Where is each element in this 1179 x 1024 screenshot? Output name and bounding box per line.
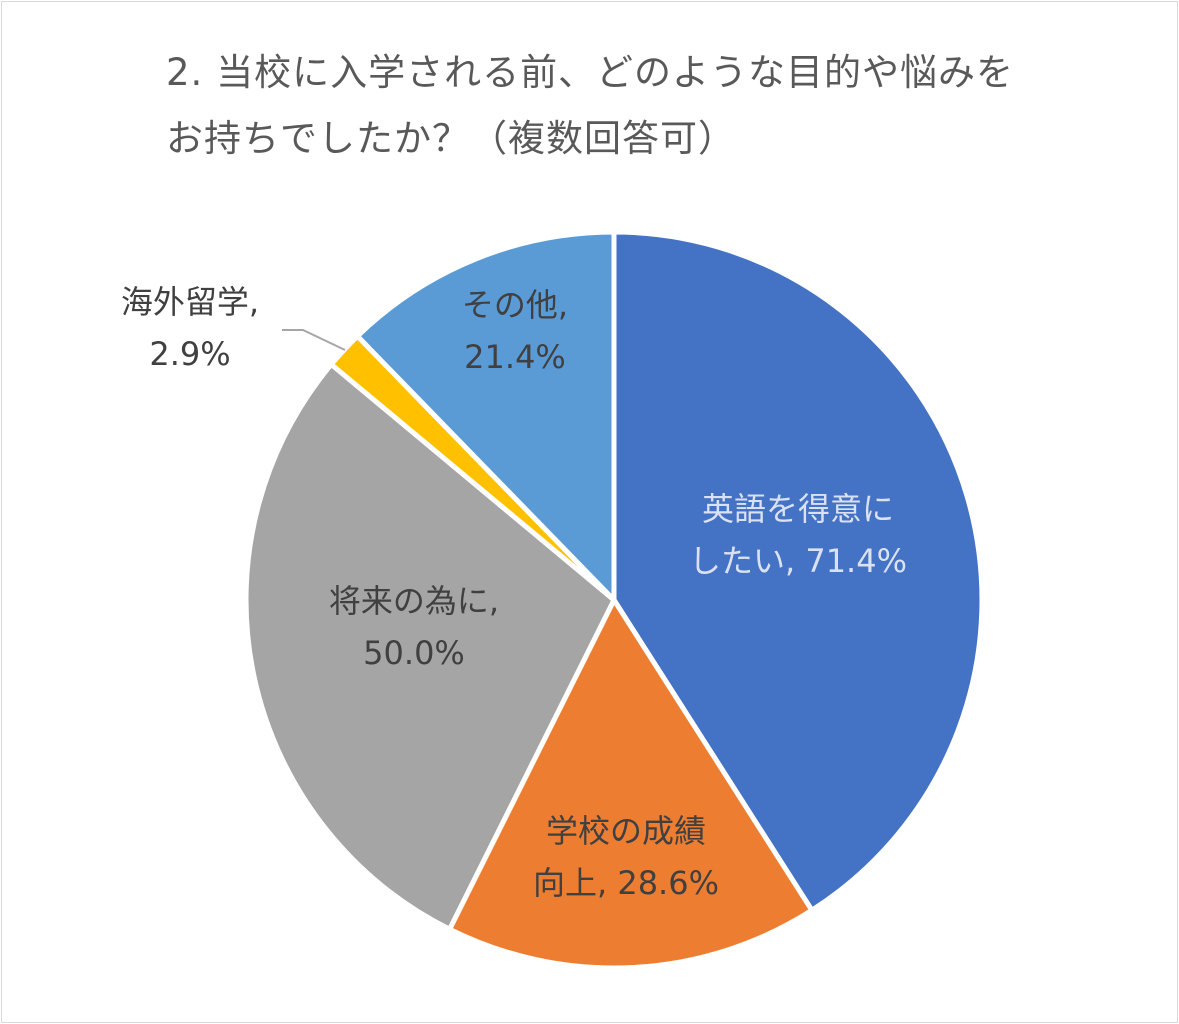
slice-grades-label-line-1: 学校の成績	[546, 812, 706, 850]
slice-grades	[447, 597, 815, 971]
slice-future-label: 将来の為に, 50.0%	[329, 582, 499, 672]
chart-title: 2. 当校に入学される前、どのような目的や悩みを お持ちでしたか？（複数回答可）	[166, 40, 1126, 172]
slice-overseas-label: 海外留学, 2.9%	[121, 283, 259, 373]
chart-title-line-1: 2. 当校に入学される前、どのような目的や悩みを	[166, 51, 1015, 94]
leader-line-overseas	[282, 329, 346, 351]
slice-english-label-line-1: 英語を得意に	[702, 490, 894, 528]
slice-english-label-line-2: したい, 71.4%	[689, 542, 907, 580]
slice-other-label-line-1: その他,	[462, 286, 568, 324]
slice-other-label: その他, 21.4%	[462, 286, 568, 376]
slice-grades-label: 学校の成績向上, 28.6%	[533, 812, 719, 902]
slice-english-label: 英語を得意にしたい, 71.4%	[689, 490, 907, 580]
slice-overseas-label-line-1: 海外留学,	[121, 283, 259, 321]
slice-other-label-line-2: 21.4%	[464, 338, 566, 376]
slice-future	[243, 361, 617, 932]
slice-future-label-line-1: 将来の為に,	[329, 582, 499, 620]
slice-grades-label-line-2: 向上, 28.6%	[533, 864, 719, 902]
slice-overseas-label-line-2: 2.9%	[149, 335, 230, 373]
slice-other	[354, 229, 617, 603]
chart-title-line-2: お持ちでしたか？（複数回答可）	[166, 117, 736, 160]
slice-future-label-line-2: 50.0%	[363, 634, 465, 672]
